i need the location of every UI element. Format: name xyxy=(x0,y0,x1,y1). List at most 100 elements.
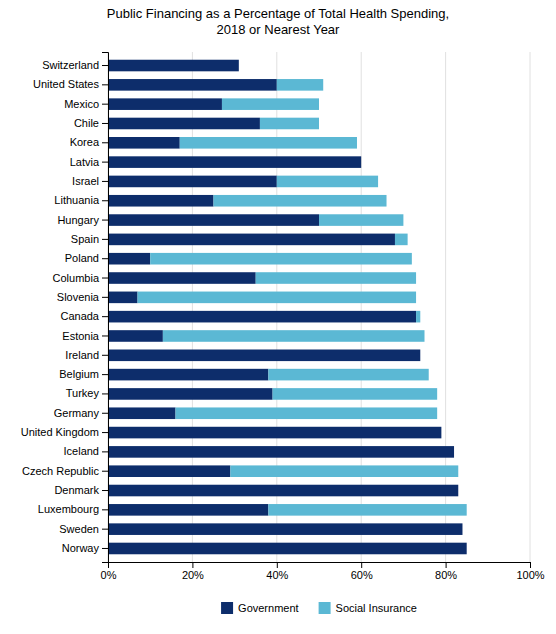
bar xyxy=(108,407,176,419)
tick-label: Iceland xyxy=(64,445,99,457)
tick: Poland xyxy=(65,252,108,264)
bar xyxy=(108,427,441,439)
tick-mark xyxy=(102,451,108,452)
bar xyxy=(108,330,163,342)
tick: Denmark xyxy=(54,484,108,496)
bar xyxy=(150,253,412,265)
tick-mark xyxy=(102,432,108,433)
tick: Sweden xyxy=(59,523,108,535)
tick-label: Belgium xyxy=(59,368,99,380)
bar xyxy=(214,195,387,207)
tick-label: Slovenia xyxy=(57,291,100,303)
tick-label: Chile xyxy=(74,117,99,129)
bar xyxy=(108,98,222,110)
bar xyxy=(138,292,417,304)
bar xyxy=(277,176,378,188)
tick-label: Norway xyxy=(62,542,100,554)
tick-mark xyxy=(102,239,108,240)
tick-mark xyxy=(277,562,278,568)
tick: 20% xyxy=(182,562,204,581)
tick-mark xyxy=(102,278,108,279)
title-line: Public Financing as a Percentage of Tota… xyxy=(107,6,449,21)
axis-line xyxy=(109,563,531,569)
tick-mark xyxy=(102,490,108,491)
tick: Germany xyxy=(54,407,108,419)
tick-label: 80% xyxy=(435,569,457,581)
bars xyxy=(108,60,467,555)
tick: Spain xyxy=(71,233,108,245)
bar xyxy=(108,446,454,458)
tick-label: Latvia xyxy=(70,156,100,168)
legend-swatch xyxy=(319,602,331,614)
series xyxy=(138,79,467,516)
tick: Latvia xyxy=(70,156,108,168)
tick: Hungary xyxy=(57,214,108,226)
bar xyxy=(108,311,416,323)
bar xyxy=(108,272,256,284)
legend-item: Social Insurance xyxy=(319,602,417,614)
tick: Ireland xyxy=(65,349,108,361)
title-line: 2018 or Nearest Year xyxy=(217,22,341,37)
tick-mark xyxy=(102,509,108,510)
grid-line xyxy=(530,52,531,562)
bar xyxy=(108,195,214,207)
bar xyxy=(108,156,361,168)
bar xyxy=(108,79,277,91)
tick-mark xyxy=(530,562,531,568)
series xyxy=(108,60,467,555)
tick-mark xyxy=(102,374,108,375)
tick: United Kingdom xyxy=(21,426,108,438)
bar xyxy=(108,523,462,535)
tick-label: Luxembourg xyxy=(38,503,99,515)
bar xyxy=(108,234,395,246)
legend-label: Social Insurance xyxy=(336,602,417,614)
plot: 0% 20% 40% 60% 80% 100% Switzerland United Stat… xyxy=(21,52,545,581)
grid xyxy=(108,52,530,562)
tick-mark xyxy=(102,316,108,317)
tick-mark xyxy=(102,529,108,530)
tick-label: 0% xyxy=(101,569,117,581)
tick: Mexico xyxy=(64,98,108,110)
tick: 100% xyxy=(516,562,544,581)
tick-label: Poland xyxy=(65,252,99,264)
bar xyxy=(108,292,138,304)
tick: United States xyxy=(33,78,108,90)
tick-label: 40% xyxy=(266,569,288,581)
legend-label: Government xyxy=(238,602,299,614)
bar xyxy=(260,118,319,130)
legend-item: Government xyxy=(221,602,299,614)
tick-label: 60% xyxy=(351,569,373,581)
tick-label: Denmark xyxy=(54,484,99,496)
bar xyxy=(441,427,442,439)
bar xyxy=(466,543,467,555)
tick: Estonia xyxy=(62,329,108,341)
bar xyxy=(180,137,357,149)
tick: Canada xyxy=(60,310,108,322)
tick: Czech Republic xyxy=(22,465,108,477)
tick: Norway xyxy=(62,542,108,554)
tick-label: United Kingdom xyxy=(21,426,99,438)
bar xyxy=(108,350,420,362)
tick-label: Sweden xyxy=(59,523,99,535)
bar xyxy=(462,523,463,535)
bar xyxy=(273,388,438,400)
tick: Turkey xyxy=(66,387,108,399)
tick-mark xyxy=(446,562,447,568)
tick: Korea xyxy=(70,136,108,148)
tick-mark xyxy=(102,471,108,472)
tick-mark xyxy=(102,142,108,143)
tick: Luxembourg xyxy=(38,503,108,515)
tick-label: 20% xyxy=(182,569,204,581)
legend: Government Social Insurance xyxy=(221,602,417,614)
tick: 0% xyxy=(101,562,117,581)
tick-label: Switzerland xyxy=(42,59,99,71)
bar xyxy=(395,234,408,246)
tick-label: Hungary xyxy=(57,214,99,226)
tick: 40% xyxy=(266,562,288,581)
tick-mark xyxy=(102,335,108,336)
bar xyxy=(108,388,273,400)
legend-swatch xyxy=(221,602,233,614)
tick-label: Lithuania xyxy=(54,194,100,206)
tick: Slovenia xyxy=(57,291,108,303)
bar xyxy=(108,465,230,477)
